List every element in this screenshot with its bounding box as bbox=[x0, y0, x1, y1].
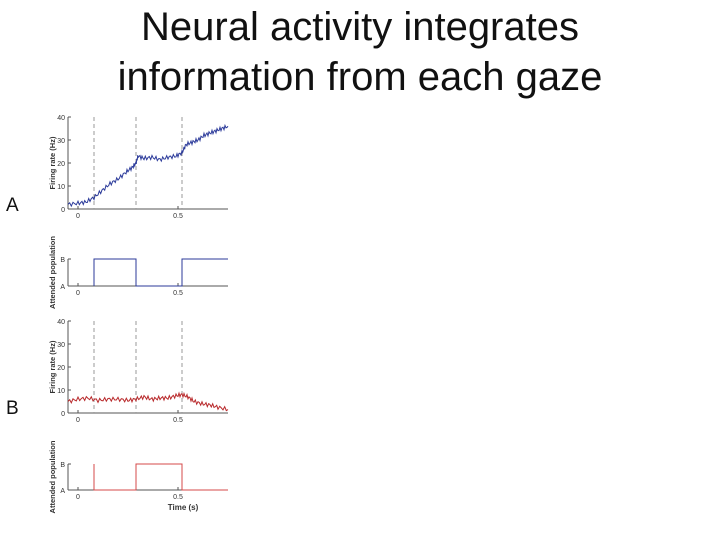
slide-title-line-2: information from each gaze bbox=[117, 55, 603, 99]
y-tick-label: B bbox=[60, 462, 65, 469]
y-axis-label: Attended population bbox=[48, 440, 57, 513]
y-tick-label: B bbox=[60, 257, 65, 264]
y-axis-label: Attended population bbox=[48, 236, 57, 309]
y-tick-label: 10 bbox=[57, 388, 65, 395]
x-tick-label: 0.5 bbox=[173, 417, 183, 424]
chart-attn_a: A B 0 0.5 Attended population bbox=[48, 236, 228, 309]
chart-rate_b: 0 10 20 30 40 0 0.5 Firing rate (Hz) bbox=[48, 319, 229, 424]
x-tick-label: 0.5 bbox=[173, 494, 183, 501]
chart-rate_a: 0 10 20 30 40 0 0.5 Firing rate (Hz) bbox=[48, 115, 229, 220]
y-tick-label: 0 bbox=[61, 207, 65, 214]
x-tick-label: 0 bbox=[76, 417, 80, 424]
y-tick-label: 30 bbox=[57, 138, 65, 145]
y-tick-label: 40 bbox=[57, 319, 65, 326]
x-tick-label: 0 bbox=[76, 213, 80, 220]
y-tick-label: 0 bbox=[61, 411, 65, 418]
series-line bbox=[67, 391, 229, 412]
y-tick-label: A bbox=[60, 284, 65, 291]
y-axis-label: Firing rate (Hz) bbox=[48, 136, 57, 189]
panel-label-a: A bbox=[6, 195, 19, 216]
y-tick-label: 10 bbox=[57, 184, 65, 191]
y-tick-label: 20 bbox=[57, 365, 65, 372]
y-tick-label: 30 bbox=[57, 342, 65, 349]
y-tick-label: 20 bbox=[57, 161, 65, 168]
y-tick-label: 40 bbox=[57, 115, 65, 122]
x-axis-label: Time (s) bbox=[168, 503, 199, 512]
y-axis-label: Firing rate (Hz) bbox=[48, 340, 57, 393]
panel-label-b: B bbox=[6, 398, 19, 419]
x-tick-label: 0 bbox=[76, 290, 80, 297]
slide-title: Neural activity integrates information f… bbox=[0, 2, 720, 102]
series-line bbox=[67, 123, 229, 208]
x-tick-label: 0.5 bbox=[173, 290, 183, 297]
x-tick-label: 0.5 bbox=[173, 213, 183, 220]
series-line bbox=[93, 463, 228, 491]
x-tick-label: 0 bbox=[76, 494, 80, 501]
chart-attn_b: A B 0 0.5 Attended population Time (s) bbox=[48, 440, 228, 513]
slide-title-line-1: Neural activity integrates bbox=[141, 5, 579, 49]
y-tick-label: A bbox=[60, 488, 65, 495]
series-line bbox=[93, 258, 228, 287]
